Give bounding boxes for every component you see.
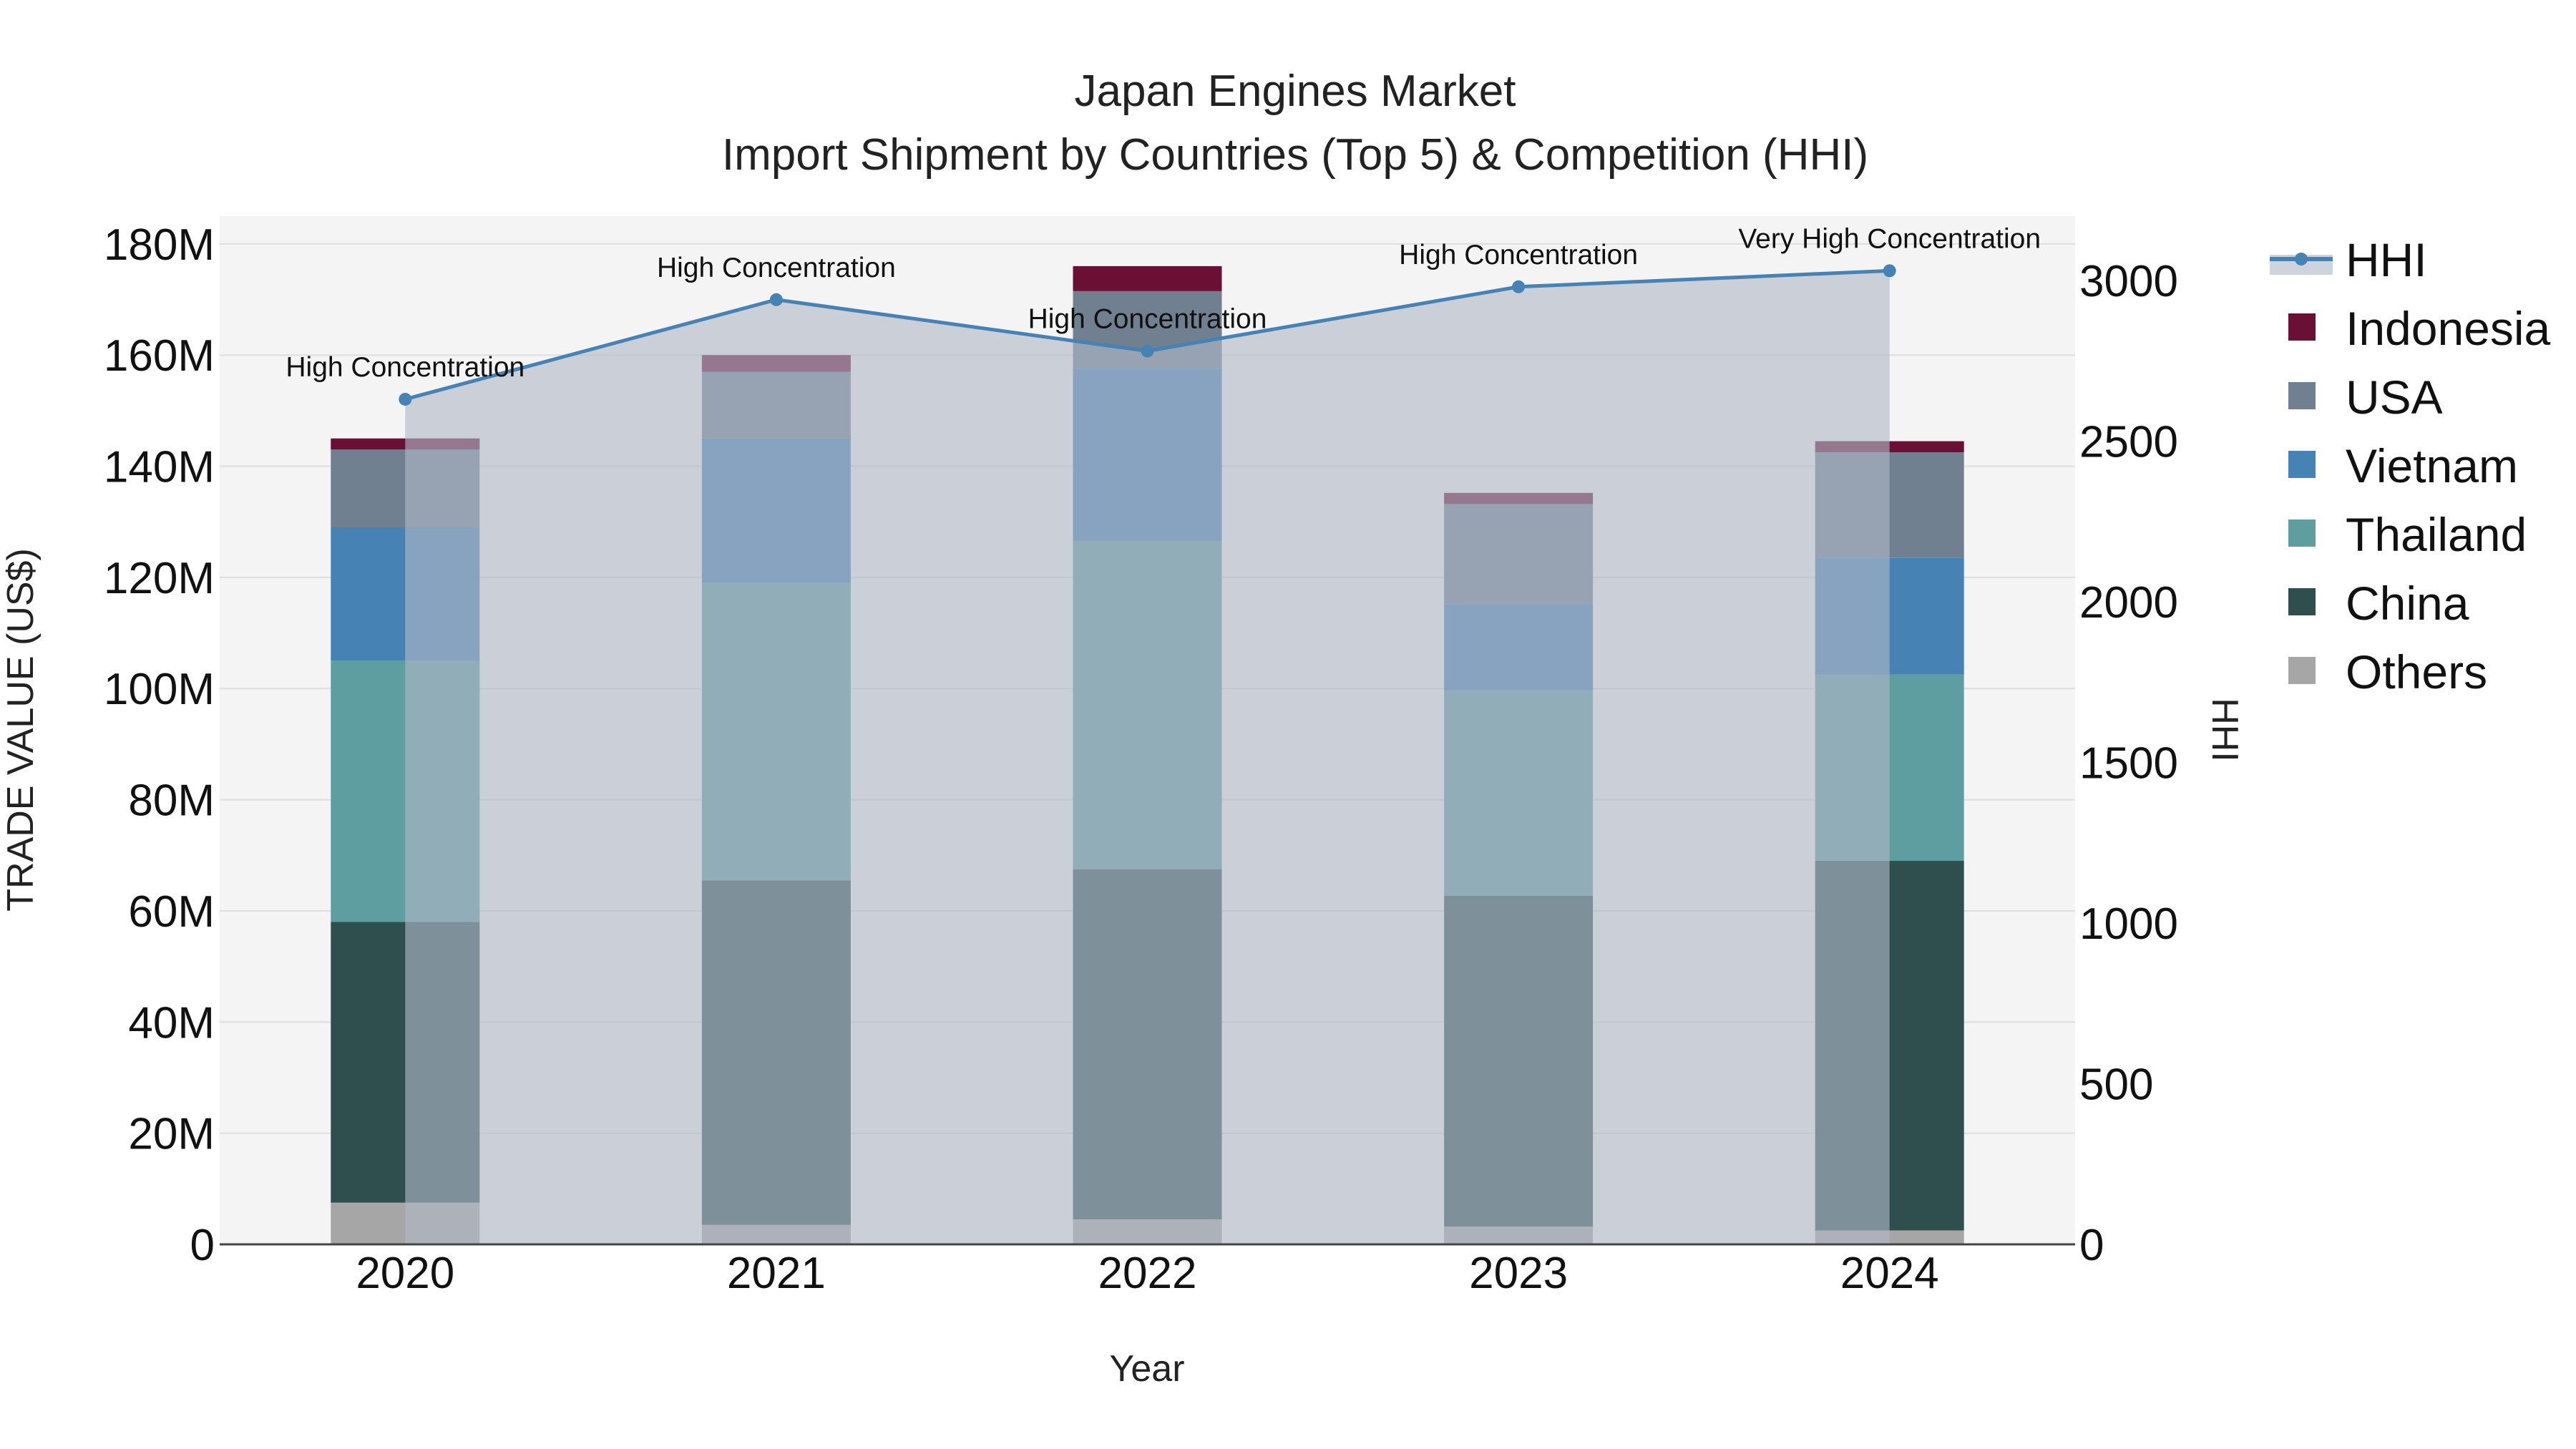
y-tick-label: 20M (128, 1110, 215, 1159)
legend-swatch-china (2288, 588, 2316, 615)
legend-label-vietnam[interactable]: Vietnam (2346, 439, 2518, 492)
y-axis-ticks: 0 20M 40M 60M 80M 100M 120M 140M 160M 180M (104, 220, 215, 1270)
hhi-annotation: High Concentration (286, 352, 525, 383)
hhi-point-2020 (399, 392, 412, 406)
y2-tick-label: 2500 (2079, 417, 2178, 467)
y2-tick-label: 3000 (2079, 257, 2178, 306)
hhi-annotations: High Concentration High Concentration High… (286, 223, 2041, 383)
y2-tick-label: 500 (2079, 1060, 2153, 1109)
x-axis-ticks: 2020 2021 2022 2023 2024 (356, 1249, 1938, 1298)
legend-swatch-hhi-marker (2295, 253, 2308, 265)
legend-label-usa[interactable]: USA (2346, 371, 2443, 424)
hhi-annotation: High Concentration (657, 253, 896, 283)
legend: HHI Indonesia USA Vietnam Thailand China Other… (2270, 233, 2551, 698)
y2-tick-label: 2000 (2079, 578, 2178, 628)
y-tick-label: 160M (104, 331, 215, 381)
hhi-layer (399, 264, 1896, 1245)
hhi-annotation: Very High Concentration (1738, 223, 2041, 254)
legend-swatch-vietnam (2288, 451, 2316, 478)
y-tick-label: 180M (104, 220, 215, 270)
y-tick-label: 60M (128, 887, 215, 937)
legend-label-others[interactable]: Others (2346, 645, 2487, 698)
x-tick-label: 2020 (356, 1249, 454, 1298)
legend-label-indonesia[interactable]: Indonesia (2346, 302, 2551, 355)
hhi-annotation: High Concentration (1399, 240, 1638, 270)
bar-indonesia-2022 (1073, 265, 1222, 291)
chart-subtitle: Import Shipment by Countries (Top 5) & C… (722, 130, 1868, 180)
legend-swatch-indonesia (2288, 313, 2316, 341)
y-tick-label: 80M (128, 776, 215, 826)
y-tick-label: 120M (104, 554, 215, 603)
y-tick-label: 40M (128, 998, 215, 1048)
legend-swatch-others (2288, 657, 2316, 684)
y-tick-label: 0 (190, 1221, 215, 1270)
x-tick-label: 2023 (1469, 1249, 1568, 1298)
hhi-point-2024 (1883, 264, 1896, 278)
hhi-annotation: High Concentration (1028, 304, 1267, 335)
legend-swatch-thailand (2288, 519, 2316, 547)
hhi-area (405, 270, 1890, 1245)
y2-tick-label: 0 (2079, 1221, 2104, 1270)
x-axis-title: Year (1109, 1348, 1184, 1390)
chart-title: Japan Engines Market (1075, 67, 1516, 116)
x-tick-label: 2024 (1840, 1249, 1939, 1298)
y2-tick-label: 1000 (2079, 899, 2178, 949)
y-tick-label: 100M (104, 665, 215, 714)
x-tick-label: 2022 (1098, 1249, 1197, 1298)
y2-axis-ticks: 0 500 1000 1500 2000 2500 3000 (2079, 257, 2178, 1270)
y-tick-label: 140M (104, 443, 215, 492)
y2-axis-title: HHI (2204, 698, 2245, 762)
y-axis-title: TRADE VALUE (US$) (0, 548, 42, 912)
hhi-point-2022 (1141, 344, 1154, 358)
hhi-point-2021 (769, 293, 783, 306)
legend-label-china[interactable]: China (2346, 577, 2469, 630)
x-tick-label: 2021 (727, 1249, 826, 1298)
hhi-point-2023 (1512, 280, 1526, 293)
legend-label-hhi[interactable]: HHI (2346, 233, 2427, 286)
legend-swatch-usa (2288, 382, 2316, 409)
y2-tick-label: 1500 (2079, 738, 2178, 788)
legend-label-thailand[interactable]: Thailand (2346, 508, 2527, 561)
